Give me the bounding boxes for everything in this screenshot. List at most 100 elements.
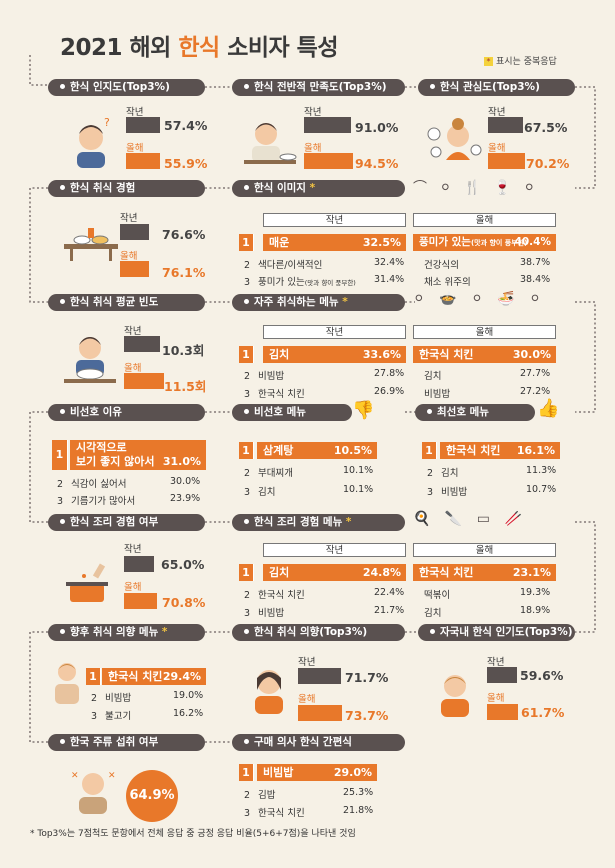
cooking-curr-rank3: 김치 (424, 608, 442, 619)
dislike-reason-rank2-value: 30.0% (170, 476, 201, 487)
future-intent-title: 한식 취식 의향(Top3%) (232, 624, 405, 641)
liquor-title: 한국 주류 섭취 여부 (48, 734, 205, 751)
disliked-menu-title: 비선호 메뉴 (232, 404, 352, 421)
image-curr-rank3-value: 38.4% (520, 274, 551, 285)
experience-curr-value: 76.1% (162, 265, 206, 280)
popularity-curr-value: 61.7% (521, 705, 565, 720)
frequent-prev-rank2: 2 비빔밥 (243, 371, 285, 382)
cooking-prev-rank3-value: 21.7% (374, 605, 405, 616)
frequent-prev-rank2-value: 27.8% (374, 368, 405, 379)
disliked-menu-rank2-value: 10.1% (343, 465, 374, 476)
awareness-curr-label: 올해 (126, 143, 144, 154)
popularity-prev-bar (487, 667, 517, 683)
cooking-prev-rank1: 김치 24.8% (263, 564, 406, 581)
disliked-rank1-badge: 1 (239, 442, 254, 459)
future-intent-curr-value: 73.7% (345, 708, 389, 723)
satisfaction-prev-value: 91.0% (355, 120, 399, 135)
experience-prev-label: 작년 (120, 213, 138, 224)
favorite-menu-rank1: 한국식 치킨 16.1% (440, 442, 560, 459)
cooking-curr-header: 올해 (413, 543, 556, 557)
cooking-prev-rank2-value: 22.4% (374, 587, 405, 598)
frequent-curr-rank1: 한국식 치킨 30.0% (413, 346, 556, 363)
person-with-bowl-icon (64, 337, 116, 383)
popularity-prev-value: 59.6% (520, 668, 564, 683)
cooking-curr-rank2-value: 19.3% (520, 587, 551, 598)
popularity-prev-label: 작년 (487, 657, 505, 668)
hmr-title: 구매 의사 한식 간편식 (232, 734, 405, 751)
future-menu-rank3-value: 16.2% (173, 708, 204, 719)
image-prev-rank2: 2 색다른/이색적인 (243, 260, 323, 271)
satisfaction-title: 한식 전반적 만족도(Top3%) (232, 79, 405, 96)
future-menu-title: 향후 취식 의향 메뉴 * (48, 624, 205, 641)
cooking-prev-header: 작년 (263, 543, 406, 557)
frequent-rank1-badge: 1 (239, 346, 254, 363)
person-smiling-icon (255, 670, 283, 714)
cooking-prev-rank3: 3 비빔밥 (243, 608, 285, 619)
person-thinking-icon: ? (77, 116, 110, 168)
interest-prev-label: 작년 (488, 107, 506, 118)
interest-curr-value: 70.2% (526, 156, 570, 171)
awareness-title: 한식 인지도(Top3%) (48, 79, 205, 96)
dislike-rank1-badge: 1 (52, 440, 68, 470)
star-icon: * (484, 57, 493, 66)
person-with-food-icon (427, 118, 482, 160)
cooking-rank1-badge: 1 (239, 564, 254, 581)
image-curr-header: 올해 (413, 213, 556, 227)
image-curr-rank2-value: 38.7% (520, 257, 551, 268)
satisfaction-curr-bar (304, 153, 353, 169)
future-menu-rank1: 한국식 치킨 29.4% (102, 668, 206, 685)
awareness-prev-label: 작년 (126, 107, 144, 118)
favorite-menu-rank3-value: 10.7% (526, 484, 557, 495)
image-prev-rank3-value: 31.4% (374, 274, 405, 285)
frequency-curr-bar (124, 373, 164, 389)
svg-text:✕: ✕ (71, 771, 79, 781)
interest-prev-value: 67.5% (524, 120, 568, 135)
cooking-pot-icon (66, 563, 108, 602)
hmr-rank1-badge: 1 (239, 764, 254, 781)
cooking-exp-prev-bar (124, 556, 154, 572)
hmr-rank1: 비빔밥 29.0% (257, 764, 377, 781)
food-icons-row: ⌒ ⚪ 🍴 🍷 ⚪ (413, 180, 540, 196)
hmr-rank2: 2 김밥 (243, 790, 276, 801)
popularity-title: 자국내 한식 인기도(Top3%) (418, 624, 575, 641)
frequent-menu-title: 자주 취식하는 메뉴 * (232, 294, 405, 311)
dish-icons-row: ⚪ 🍲 ⚪ 🍜 ⚪ (413, 291, 546, 307)
interest-title: 한식 관심도(Top3%) (418, 79, 575, 96)
dislike-reason-rank3-value: 23.9% (170, 493, 201, 504)
awareness-curr-value: 55.9% (164, 156, 208, 171)
awareness-prev-value: 57.4% (164, 118, 208, 133)
frequency-title: 한식 취식 평균 빈도 (48, 294, 205, 311)
future-intent-curr-label: 올해 (298, 694, 316, 705)
hmr-rank2-value: 25.3% (343, 787, 374, 798)
frequency-prev-value: 10.3회 (162, 343, 205, 358)
kitchen-icons-row: 🍳 🔪 ▭ 🥢 (413, 511, 527, 527)
future-intent-curr-bar (298, 705, 342, 721)
person-dizzy-icon: ✕ ✕ (71, 771, 116, 814)
image-curr-rank3: 채소 위주의 (424, 277, 471, 288)
popularity-curr-bar (487, 704, 518, 720)
hmr-rank3: 3 한국식 치킨 (243, 808, 305, 819)
cooking-exp-title: 한식 조리 경험 여부 (48, 514, 205, 531)
frequency-curr-label: 올해 (124, 363, 142, 374)
experience-prev-bar (120, 224, 149, 240)
image-prev-rank3: 3 풍미가 있는(맛과 향이 풍부한) (243, 277, 356, 288)
experience-prev-value: 76.6% (162, 227, 206, 242)
future-intent-prev-label: 작년 (298, 657, 316, 668)
satisfaction-prev-bar (304, 117, 351, 133)
frequent-curr-rank3-value: 27.2% (520, 386, 551, 397)
person-eating-icon (244, 123, 297, 164)
frequent-prev-header: 작년 (263, 325, 406, 339)
hmr-rank3-value: 21.8% (343, 805, 374, 816)
svg-text:✕: ✕ (108, 771, 116, 781)
favorite-menu-rank2: 2 김치 (426, 468, 459, 479)
people-icon (55, 663, 79, 704)
experience-curr-label: 올해 (120, 251, 138, 262)
favorite-rank1-badge: 1 (422, 442, 437, 459)
frequency-curr-value: 11.5회 (164, 379, 207, 394)
satisfaction-curr-label: 올해 (304, 143, 322, 154)
frequency-prev-label: 작년 (124, 326, 142, 337)
awareness-curr-bar (126, 153, 160, 169)
image-curr-rank1: 풍미가 있는(맛과 향이 풍부한) 40.4% (413, 234, 556, 251)
future-intent-prev-value: 71.7% (345, 670, 389, 685)
